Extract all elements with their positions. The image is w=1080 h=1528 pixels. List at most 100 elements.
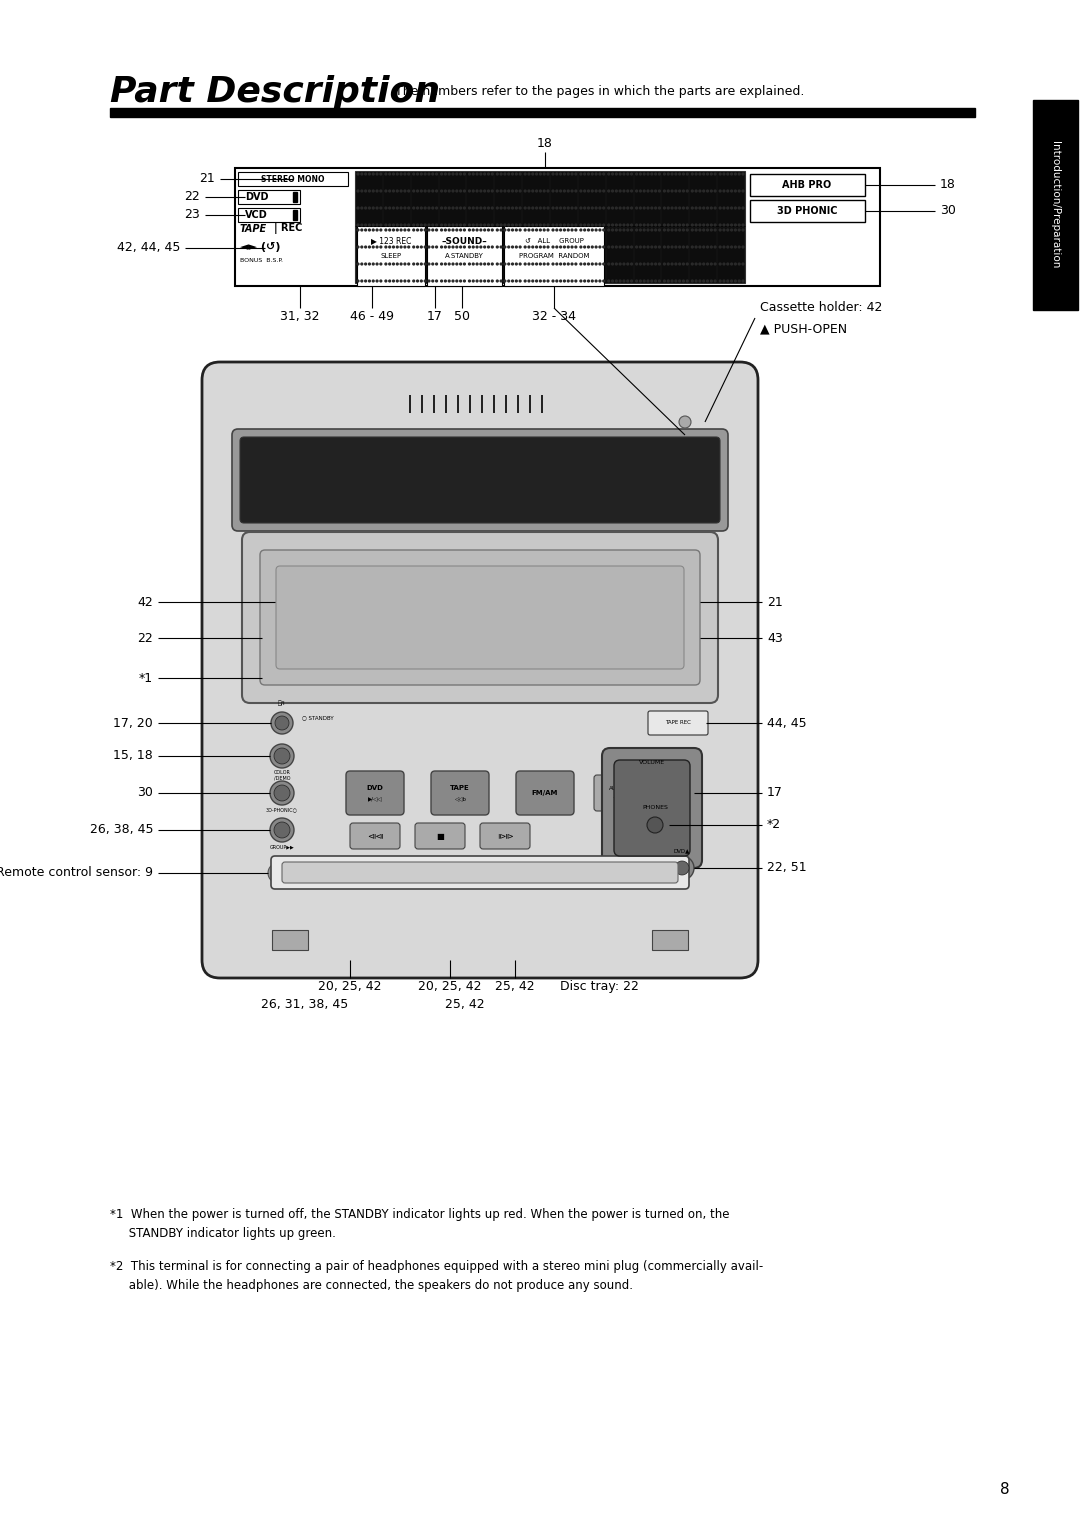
Bar [355, 171, 745, 283]
Circle shape [361, 246, 363, 248]
Circle shape [564, 280, 565, 281]
Circle shape [441, 173, 443, 174]
Circle shape [599, 229, 600, 231]
Circle shape [376, 246, 378, 248]
Circle shape [611, 263, 613, 264]
Circle shape [696, 246, 697, 248]
Text: ▲ PUSH-OPEN: ▲ PUSH-OPEN [760, 322, 847, 335]
Bar [750, 174, 865, 196]
Bar [383, 228, 409, 283]
Text: –SOUND–: –SOUND– [441, 237, 487, 246]
Circle shape [678, 263, 680, 264]
Circle shape [687, 246, 688, 248]
Circle shape [639, 263, 642, 264]
Circle shape [687, 280, 688, 281]
Circle shape [619, 189, 621, 193]
Circle shape [651, 189, 652, 193]
Circle shape [580, 225, 582, 226]
Circle shape [476, 280, 478, 281]
Circle shape [654, 225, 657, 226]
Circle shape [361, 263, 363, 264]
Bar [411, 173, 437, 226]
Circle shape [376, 263, 378, 264]
Circle shape [460, 225, 461, 226]
Circle shape [432, 225, 434, 226]
Circle shape [703, 173, 704, 174]
Text: GROUP▶▶: GROUP▶▶ [294, 863, 319, 868]
Circle shape [512, 246, 513, 248]
Circle shape [575, 225, 577, 226]
Circle shape [424, 263, 426, 264]
Bar [496, 173, 522, 226]
Circle shape [519, 280, 521, 281]
Circle shape [413, 246, 415, 248]
Circle shape [432, 280, 434, 281]
Circle shape [714, 189, 716, 193]
Circle shape [432, 189, 434, 193]
Circle shape [592, 208, 593, 209]
Circle shape [404, 280, 406, 281]
Circle shape [453, 246, 454, 248]
Circle shape [588, 280, 590, 281]
Text: 25, 42: 25, 42 [496, 979, 535, 993]
FancyBboxPatch shape [242, 532, 718, 703]
Circle shape [548, 225, 549, 226]
Bar [504, 226, 604, 286]
Circle shape [368, 225, 370, 226]
Circle shape [552, 229, 554, 231]
FancyBboxPatch shape [271, 856, 689, 889]
Circle shape [368, 263, 370, 264]
Text: GROUP▶▶: GROUP▶▶ [270, 843, 295, 850]
Circle shape [448, 173, 450, 174]
Circle shape [603, 280, 605, 281]
FancyBboxPatch shape [602, 749, 702, 868]
Circle shape [651, 208, 652, 209]
Circle shape [636, 280, 637, 281]
Circle shape [556, 280, 557, 281]
Circle shape [413, 189, 415, 193]
Circle shape [453, 225, 454, 226]
Text: Disc tray: 22: Disc tray: 22 [561, 979, 639, 993]
FancyBboxPatch shape [276, 565, 684, 669]
Circle shape [528, 263, 530, 264]
Circle shape [571, 229, 573, 231]
Circle shape [678, 229, 680, 231]
Bar [496, 228, 522, 283]
Circle shape [636, 189, 637, 193]
Circle shape [536, 229, 538, 231]
Circle shape [552, 225, 554, 226]
Circle shape [373, 208, 374, 209]
Circle shape [616, 189, 618, 193]
Circle shape [424, 208, 426, 209]
Circle shape [567, 173, 569, 174]
Circle shape [484, 189, 486, 193]
Circle shape [428, 208, 430, 209]
Text: Introduction/Preparation: Introduction/Preparation [1050, 141, 1059, 269]
Circle shape [500, 280, 502, 281]
Circle shape [639, 229, 642, 231]
Circle shape [623, 189, 625, 193]
Circle shape [408, 280, 409, 281]
Circle shape [540, 208, 541, 209]
Circle shape [487, 246, 489, 248]
Circle shape [515, 189, 517, 193]
Circle shape [484, 173, 486, 174]
Bar [690, 173, 716, 226]
Circle shape [559, 263, 562, 264]
Text: 21: 21 [199, 173, 215, 185]
Text: ◁◁b: ◁◁b [454, 796, 465, 802]
Circle shape [384, 246, 387, 248]
Circle shape [739, 208, 740, 209]
Circle shape [476, 225, 478, 226]
Circle shape [453, 263, 454, 264]
FancyBboxPatch shape [431, 772, 489, 814]
Circle shape [667, 208, 670, 209]
Circle shape [500, 225, 502, 226]
FancyBboxPatch shape [594, 775, 636, 811]
Circle shape [487, 263, 489, 264]
Circle shape [683, 173, 685, 174]
Circle shape [424, 173, 426, 174]
Circle shape [588, 173, 590, 174]
Circle shape [389, 229, 391, 231]
Circle shape [508, 189, 510, 193]
